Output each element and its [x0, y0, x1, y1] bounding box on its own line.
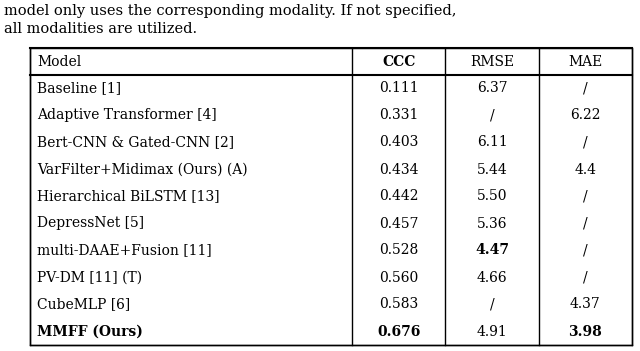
Text: 5.44: 5.44 [477, 163, 508, 177]
Text: 0.331: 0.331 [379, 108, 419, 122]
Text: /: / [490, 108, 494, 122]
Text: 4.47: 4.47 [475, 244, 509, 258]
Text: /: / [583, 271, 588, 285]
Text: model only uses the corresponding modality. If not specified,: model only uses the corresponding modali… [4, 4, 456, 18]
Text: 4.4: 4.4 [574, 163, 596, 177]
Text: 0.583: 0.583 [379, 298, 419, 311]
Text: 0.676: 0.676 [377, 325, 420, 338]
Text: 0.442: 0.442 [379, 190, 419, 204]
Text: PV-DM [11] (T): PV-DM [11] (T) [37, 271, 142, 285]
Text: MMFF (Ours): MMFF (Ours) [37, 325, 143, 338]
Text: /: / [583, 135, 588, 150]
Text: Baseline [1]: Baseline [1] [37, 81, 121, 95]
Text: 3.98: 3.98 [568, 325, 602, 338]
Text: /: / [583, 217, 588, 231]
Text: 6.22: 6.22 [570, 108, 600, 122]
Text: 6.11: 6.11 [477, 135, 508, 150]
Text: Model: Model [37, 54, 81, 68]
Text: Hierarchical BiLSTM [13]: Hierarchical BiLSTM [13] [37, 190, 220, 204]
Text: 0.560: 0.560 [379, 271, 419, 285]
Text: 4.37: 4.37 [570, 298, 601, 311]
Text: 0.111: 0.111 [379, 81, 419, 95]
Text: CubeMLP [6]: CubeMLP [6] [37, 298, 131, 311]
Text: 0.457: 0.457 [379, 217, 419, 231]
Text: Bert-CNN & Gated-CNN [2]: Bert-CNN & Gated-CNN [2] [37, 135, 234, 150]
Text: /: / [583, 81, 588, 95]
Text: 5.50: 5.50 [477, 190, 508, 204]
Text: 6.37: 6.37 [477, 81, 508, 95]
Text: 4.91: 4.91 [477, 325, 508, 338]
Text: 0.528: 0.528 [379, 244, 419, 258]
Text: RMSE: RMSE [470, 54, 514, 68]
Text: DepressNet [5]: DepressNet [5] [37, 217, 144, 231]
Text: /: / [583, 244, 588, 258]
Text: MAE: MAE [568, 54, 602, 68]
Text: /: / [583, 190, 588, 204]
Text: 0.434: 0.434 [379, 163, 419, 177]
Text: multi-DAAE+Fusion [11]: multi-DAAE+Fusion [11] [37, 244, 212, 258]
Text: /: / [490, 298, 494, 311]
Text: 4.66: 4.66 [477, 271, 508, 285]
Text: 0.403: 0.403 [379, 135, 419, 150]
Text: VarFilter+Midimax (Ours) (A): VarFilter+Midimax (Ours) (A) [37, 163, 248, 177]
Text: all modalities are utilized.: all modalities are utilized. [4, 22, 197, 36]
Text: CCC: CCC [382, 54, 415, 68]
Text: Adaptive Transformer [4]: Adaptive Transformer [4] [37, 108, 217, 122]
Text: 5.36: 5.36 [477, 217, 508, 231]
